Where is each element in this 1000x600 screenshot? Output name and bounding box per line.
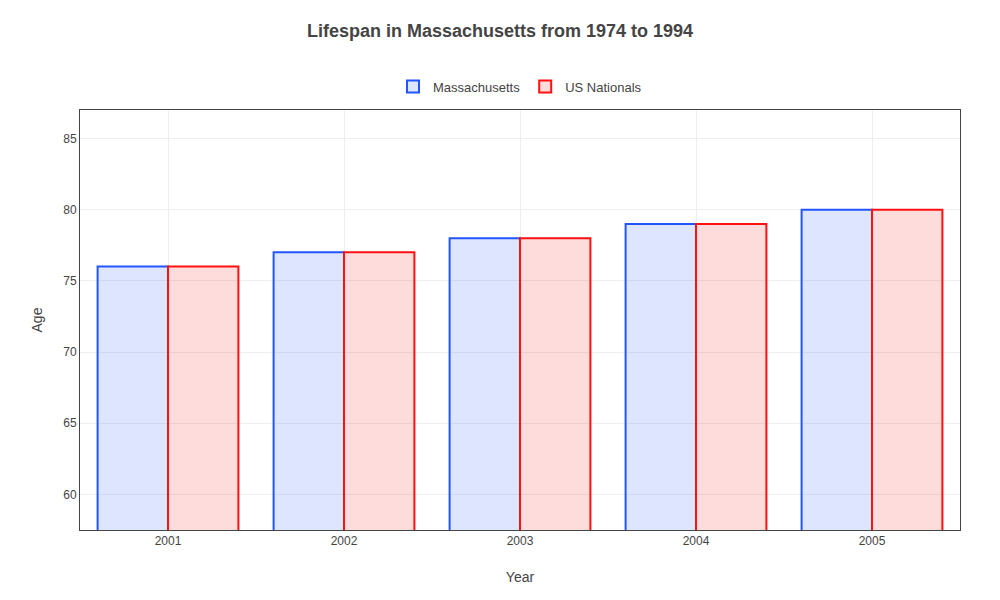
svg-text:65: 65: [63, 416, 77, 430]
svg-text:2002: 2002: [331, 534, 358, 548]
svg-text:2004: 2004: [683, 534, 710, 548]
svg-text:75: 75: [63, 274, 77, 288]
svg-text:70: 70: [63, 345, 77, 359]
svg-text:2005: 2005: [859, 534, 886, 548]
svg-text:85: 85: [63, 132, 77, 146]
svg-text:2001: 2001: [155, 534, 182, 548]
svg-text:US Nationals: US Nationals: [565, 80, 641, 95]
svg-text:60: 60: [63, 488, 77, 502]
svg-text:2003: 2003: [507, 534, 534, 548]
svg-text:Massachusetts: Massachusetts: [433, 80, 520, 95]
svg-text:Year: Year: [506, 569, 535, 585]
svg-text:80: 80: [63, 203, 77, 217]
svg-text:Lifespan in Massachusetts from: Lifespan in Massachusetts from 1974 to 1…: [307, 21, 693, 41]
svg-text:Age: Age: [29, 307, 45, 332]
